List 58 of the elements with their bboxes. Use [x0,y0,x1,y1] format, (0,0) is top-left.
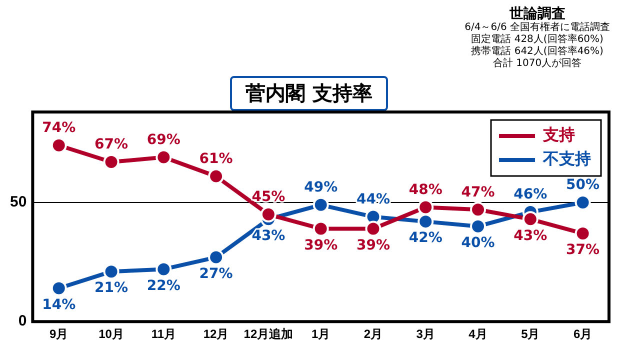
data-label: 46% [514,186,548,203]
point [208,168,224,184]
x-tick-label: 6月 [573,327,592,342]
data-label: 40% [461,234,495,251]
text: 合計 1070人が回答 [492,58,583,70]
point [470,218,486,234]
chart-title: 菅内閣 支持率 [230,76,388,111]
x-tick-label: 5月 [521,327,540,342]
data-label: 43% [514,228,548,244]
data-label: 45% [252,189,286,206]
point [365,220,382,237]
data-label: 39% [304,237,338,254]
data-label: 22% [146,278,180,294]
data-label: 42% [408,230,442,246]
data-label: 69% [146,132,180,148]
legend-label: 支持 [542,125,575,144]
point [50,280,67,296]
data-label: 48% [408,182,442,198]
data-label: 47% [461,184,495,200]
x-tick-label: 3月 [416,327,435,342]
x-tick-label: 12月追加 [244,327,294,342]
legend-label: 不支持 [542,149,591,168]
x-tick-label: 1月 [312,327,330,342]
data-label: 21% [94,280,128,296]
data-label: 74% [42,120,76,136]
data-label: 49% [304,180,338,196]
x-tick-label: 10月 [98,327,124,342]
data-label: 27% [199,266,233,282]
point [522,211,538,228]
x-tick-label: 11月 [151,327,176,342]
text: 世論調査 [508,6,566,22]
data-label: 14% [42,296,76,313]
data-label: 61% [199,150,233,167]
x-tick-label: 4月 [468,327,488,342]
point [156,261,172,278]
data-label: 39% [356,237,390,254]
y-tick-label: 50 [10,194,27,211]
x-tick-label: 9月 [50,327,68,342]
point [260,206,276,222]
data-label: 43% [252,228,286,244]
point [156,149,172,166]
text: 携帯電話 642人(回答率46%) [470,46,604,58]
data-label: 50% [566,177,600,194]
point [312,196,329,213]
y-tick-label: 0 [18,312,27,330]
x-tick-label: 12月 [203,327,229,342]
point [103,264,120,280]
text: 固定電話 428人(回答率60%) [470,34,604,46]
point [470,202,486,218]
point [312,220,329,237]
point [208,249,224,266]
point [50,137,67,154]
data-label: 67% [94,136,128,153]
data-label: 37% [566,242,600,258]
text: 6/4～6/6 全国有権者に電話調査 [464,22,610,34]
x-tick-label: 2月 [364,327,383,342]
point [418,214,434,230]
point [418,199,434,216]
